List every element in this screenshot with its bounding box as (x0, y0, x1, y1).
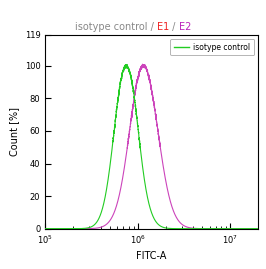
Text: E1: E1 (157, 22, 169, 32)
Text: E2: E2 (179, 22, 191, 32)
Text: isotype control /: isotype control / (75, 22, 157, 32)
X-axis label: FITC-A: FITC-A (136, 252, 167, 261)
Legend: isotype control: isotype control (170, 39, 254, 55)
Text: /: / (169, 22, 179, 32)
Y-axis label: Count [%]: Count [%] (9, 107, 19, 156)
